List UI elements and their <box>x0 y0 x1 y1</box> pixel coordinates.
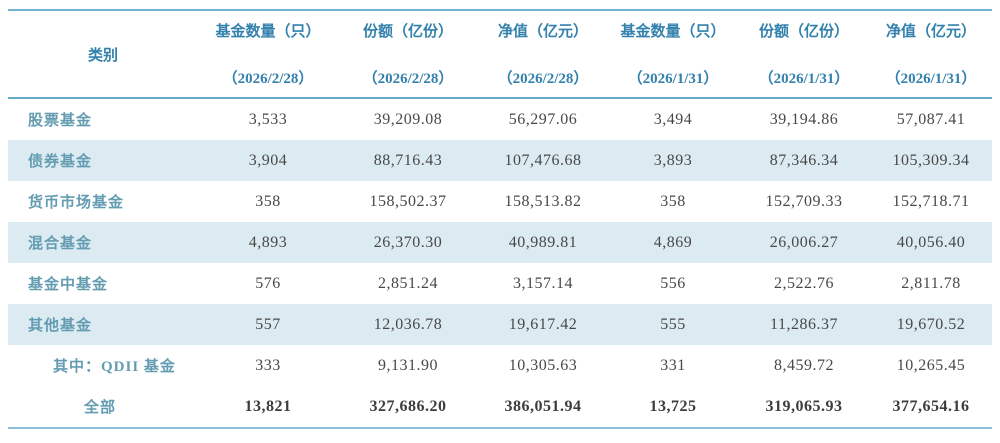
value-cell: 557 <box>255 315 281 333</box>
value-cell: 331 <box>660 356 686 374</box>
table-header: 类别 基金数量（只） （2026/2/28） 份额（亿份） （2026/2/28… <box>8 11 992 99</box>
value-cell: 9,131.90 <box>378 356 438 374</box>
fund-statistics-table-container: 类别 基金数量（只） （2026/2/28） 份额（亿份） （2026/2/28… <box>8 9 992 429</box>
value-cell: 4,869 <box>653 233 693 251</box>
column-header-label: 份额（亿份） <box>758 24 849 40</box>
column-header-date: （2026/1/31） <box>627 71 719 87</box>
value-cell: 333 <box>255 356 281 374</box>
value-cell: 2,811.78 <box>901 274 961 292</box>
table-row-total: 全部 13,821 327,686.20 386,051.94 13,725 3… <box>8 386 992 427</box>
value-cell: 152,718.71 <box>892 192 970 210</box>
column-header-date: （2026/2/28） <box>362 71 454 87</box>
category-cell: 债券基金 <box>28 154 93 170</box>
value-cell: 2,851.24 <box>378 274 438 292</box>
value-cell: 26,370.30 <box>373 233 443 251</box>
value-cell: 105,309.34 <box>892 151 970 169</box>
fund-statistics-table: 类别 基金数量（只） （2026/2/28） 份额（亿份） （2026/2/28… <box>8 11 992 427</box>
category-cell: 基金中基金 <box>28 277 109 293</box>
column-header-netvalue-jan: 净值（亿元） （2026/1/31） <box>870 11 992 99</box>
category-cell: 全部 <box>84 400 117 416</box>
value-cell: 4,893 <box>248 233 288 251</box>
value-cell: 158,502.37 <box>369 192 447 210</box>
value-cell: 39,194.86 <box>769 110 839 128</box>
column-header-label: 净值（亿元） <box>497 24 588 40</box>
value-cell: 26,006.27 <box>769 233 839 251</box>
value-cell: 3,494 <box>653 110 693 128</box>
column-header-date: （2026/2/28） <box>497 71 589 87</box>
value-cell: 152,709.33 <box>765 192 843 210</box>
category-cell: 股票基金 <box>28 113 93 129</box>
column-header-label: 基金数量（只） <box>215 24 321 40</box>
value-cell: 12,036.78 <box>373 315 443 333</box>
table-row-qdii-funds: 其中：QDII 基金 333 9,131.90 10,305.63 331 8,… <box>8 345 992 386</box>
value-cell: 13,821 <box>244 397 292 415</box>
value-cell: 327,686.20 <box>369 397 447 415</box>
value-cell: 107,476.68 <box>504 151 582 169</box>
value-cell: 386,051.94 <box>504 397 582 415</box>
table-row-money-market-funds: 货币市场基金 358 158,502.37 158,513.82 358 152… <box>8 181 992 222</box>
value-cell: 358 <box>660 192 686 210</box>
value-cell: 19,617.42 <box>508 315 578 333</box>
value-cell: 358 <box>255 192 281 210</box>
value-cell: 11,286.37 <box>770 315 838 333</box>
value-cell: 319,065.93 <box>765 397 843 415</box>
table-body: 股票基金 3,533 39,209.08 56,297.06 3,494 39,… <box>8 98 992 427</box>
value-cell: 576 <box>255 274 281 292</box>
category-cell: 混合基金 <box>28 236 93 252</box>
column-header-label: 份额（亿份） <box>362 24 453 40</box>
column-header-date: （2026/1/31） <box>758 71 850 87</box>
column-header-netvalue-feb: 净值（亿元） （2026/2/28） <box>478 11 608 99</box>
column-header-fund-count-feb: 基金数量（只） （2026/2/28） <box>198 11 338 99</box>
value-cell: 555 <box>660 315 686 333</box>
value-cell: 2,522.76 <box>774 274 834 292</box>
category-cell: 其中：QDII 基金 <box>53 359 176 375</box>
value-cell: 10,305.63 <box>508 356 578 374</box>
value-cell: 56,297.06 <box>508 110 578 128</box>
value-cell: 3,893 <box>653 151 693 169</box>
column-header-category: 类别 <box>8 11 198 99</box>
value-cell: 556 <box>660 274 686 292</box>
value-cell: 3,904 <box>248 151 288 169</box>
value-cell: 57,087.41 <box>896 110 966 128</box>
table-row-fund-of-funds: 基金中基金 576 2,851.24 3,157.14 556 2,522.76… <box>8 263 992 304</box>
value-cell: 8,459.72 <box>774 356 834 374</box>
value-cell: 13,725 <box>649 397 697 415</box>
category-cell: 货币市场基金 <box>28 195 125 211</box>
table-row-equity-funds: 股票基金 3,533 39,209.08 56,297.06 3,494 39,… <box>8 98 992 140</box>
column-header-date: （2026/2/28） <box>222 71 314 87</box>
column-header-shares-feb: 份额（亿份） （2026/2/28） <box>338 11 478 99</box>
value-cell: 10,265.45 <box>896 356 966 374</box>
value-cell: 88,716.43 <box>373 151 443 169</box>
value-cell: 158,513.82 <box>504 192 582 210</box>
value-cell: 40,056.40 <box>896 233 966 251</box>
column-header-label: 类别 <box>87 47 118 64</box>
category-cell: 其他基金 <box>28 318 93 334</box>
value-cell: 87,346.34 <box>769 151 839 169</box>
column-header-date: （2026/1/31） <box>885 71 977 87</box>
value-cell: 39,209.08 <box>373 110 443 128</box>
header-row: 类别 基金数量（只） （2026/2/28） 份额（亿份） （2026/2/28… <box>8 11 992 99</box>
column-header-label: 基金数量（只） <box>620 24 726 40</box>
value-cell: 3,533 <box>248 110 288 128</box>
table-row-hybrid-funds: 混合基金 4,893 26,370.30 40,989.81 4,869 26,… <box>8 222 992 263</box>
value-cell: 377,654.16 <box>892 397 970 415</box>
table-row-bond-funds: 债券基金 3,904 88,716.43 107,476.68 3,893 87… <box>8 140 992 181</box>
value-cell: 40,989.81 <box>508 233 578 251</box>
table-row-other-funds: 其他基金 557 12,036.78 19,617.42 555 11,286.… <box>8 304 992 345</box>
value-cell: 19,670.52 <box>896 315 966 333</box>
column-header-fund-count-jan: 基金数量（只） （2026/1/31） <box>608 11 738 99</box>
column-header-label: 净值（亿元） <box>885 24 976 40</box>
value-cell: 3,157.14 <box>513 274 573 292</box>
column-header-shares-jan: 份额（亿份） （2026/1/31） <box>738 11 870 99</box>
